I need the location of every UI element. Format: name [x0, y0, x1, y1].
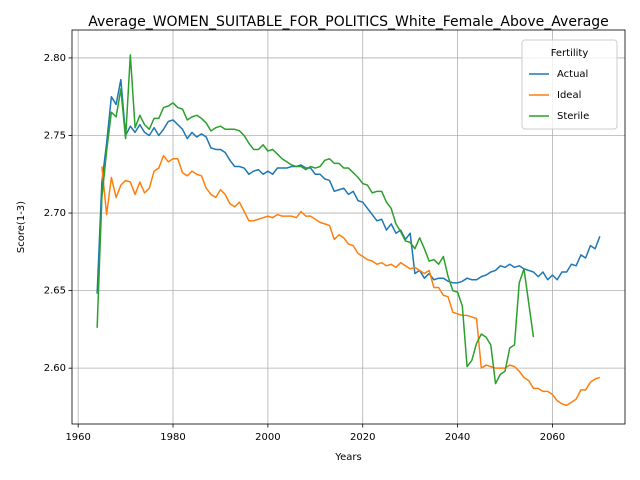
legend-label: Sterile — [557, 111, 589, 122]
x-axis-label: Years — [334, 452, 361, 463]
y-tick-label: 2.75 — [44, 130, 66, 141]
series-line — [96, 54, 535, 385]
plot-frame — [71, 29, 626, 425]
x-tick-label: 2020 — [350, 432, 375, 443]
series-line — [101, 154, 601, 407]
legend-label: Actual — [557, 69, 588, 80]
y-tick-label: 2.65 — [44, 286, 66, 297]
x-tick-label: 1960 — [65, 432, 90, 443]
series-line — [96, 78, 601, 294]
x-tick-label: 1980 — [160, 432, 185, 443]
legend-box — [521, 39, 618, 130]
y-tick-label: 2.60 — [44, 363, 66, 374]
y-tick-label: 2.80 — [44, 53, 66, 64]
legend-label: Ideal — [557, 90, 581, 101]
chart-title: Average_WOMEN_SUITABLE_FOR_POLITICS_Whit… — [88, 14, 609, 30]
x-tick-label: 2000 — [255, 432, 280, 443]
x-tick-label: 2040 — [445, 432, 470, 443]
y-tick-label: 2.70 — [44, 208, 66, 219]
x-tick-label: 2060 — [540, 432, 565, 443]
legend-title: Fertility — [551, 48, 589, 59]
y-axis-label: Score(1-3) — [16, 201, 27, 253]
